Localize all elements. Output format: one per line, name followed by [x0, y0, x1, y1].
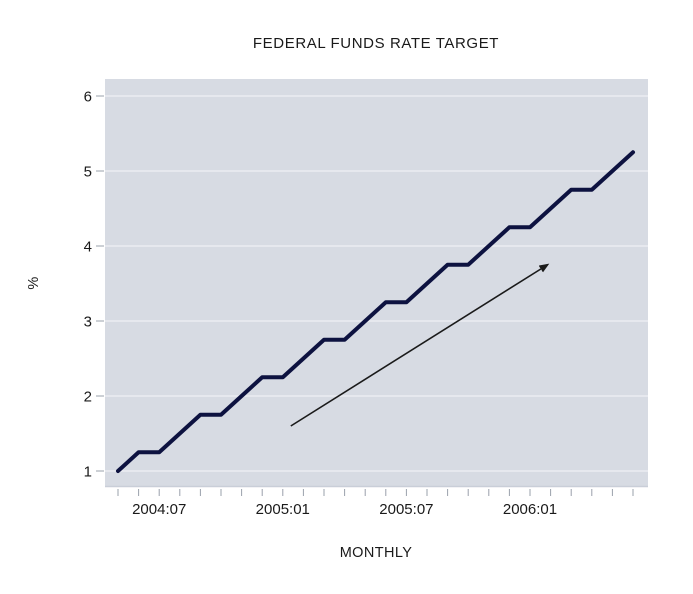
upward-trend-arrow	[290, 263, 550, 427]
y-tick-label: 3	[84, 314, 92, 331]
x-tick-label: 2004:07	[132, 501, 186, 518]
y-tick-label: 2	[84, 389, 92, 406]
y-axis-title: %	[26, 276, 42, 289]
gridlines	[105, 95, 648, 472]
y-tick-label: 4	[84, 239, 92, 256]
x-tick-label: 2005:07	[379, 501, 433, 518]
y-tick-label: 1	[84, 464, 92, 481]
x-tick-label: 2005:01	[256, 501, 310, 518]
axis-tick-marks	[96, 95, 634, 496]
x-axis-title: MONTHLY	[340, 545, 413, 561]
axis-tick-labels: 1 2 3 4 5 6 2004:07 2005:01 2005:07 2006:01	[84, 89, 557, 519]
y-tick-label: 6	[84, 89, 92, 106]
rate-target-line	[116, 150, 635, 473]
x-tick-label: 2006:01	[503, 501, 557, 518]
y-tick-label: 5	[84, 164, 92, 181]
chart-title: FEDERAL FUNDS RATE TARGET	[253, 35, 499, 52]
